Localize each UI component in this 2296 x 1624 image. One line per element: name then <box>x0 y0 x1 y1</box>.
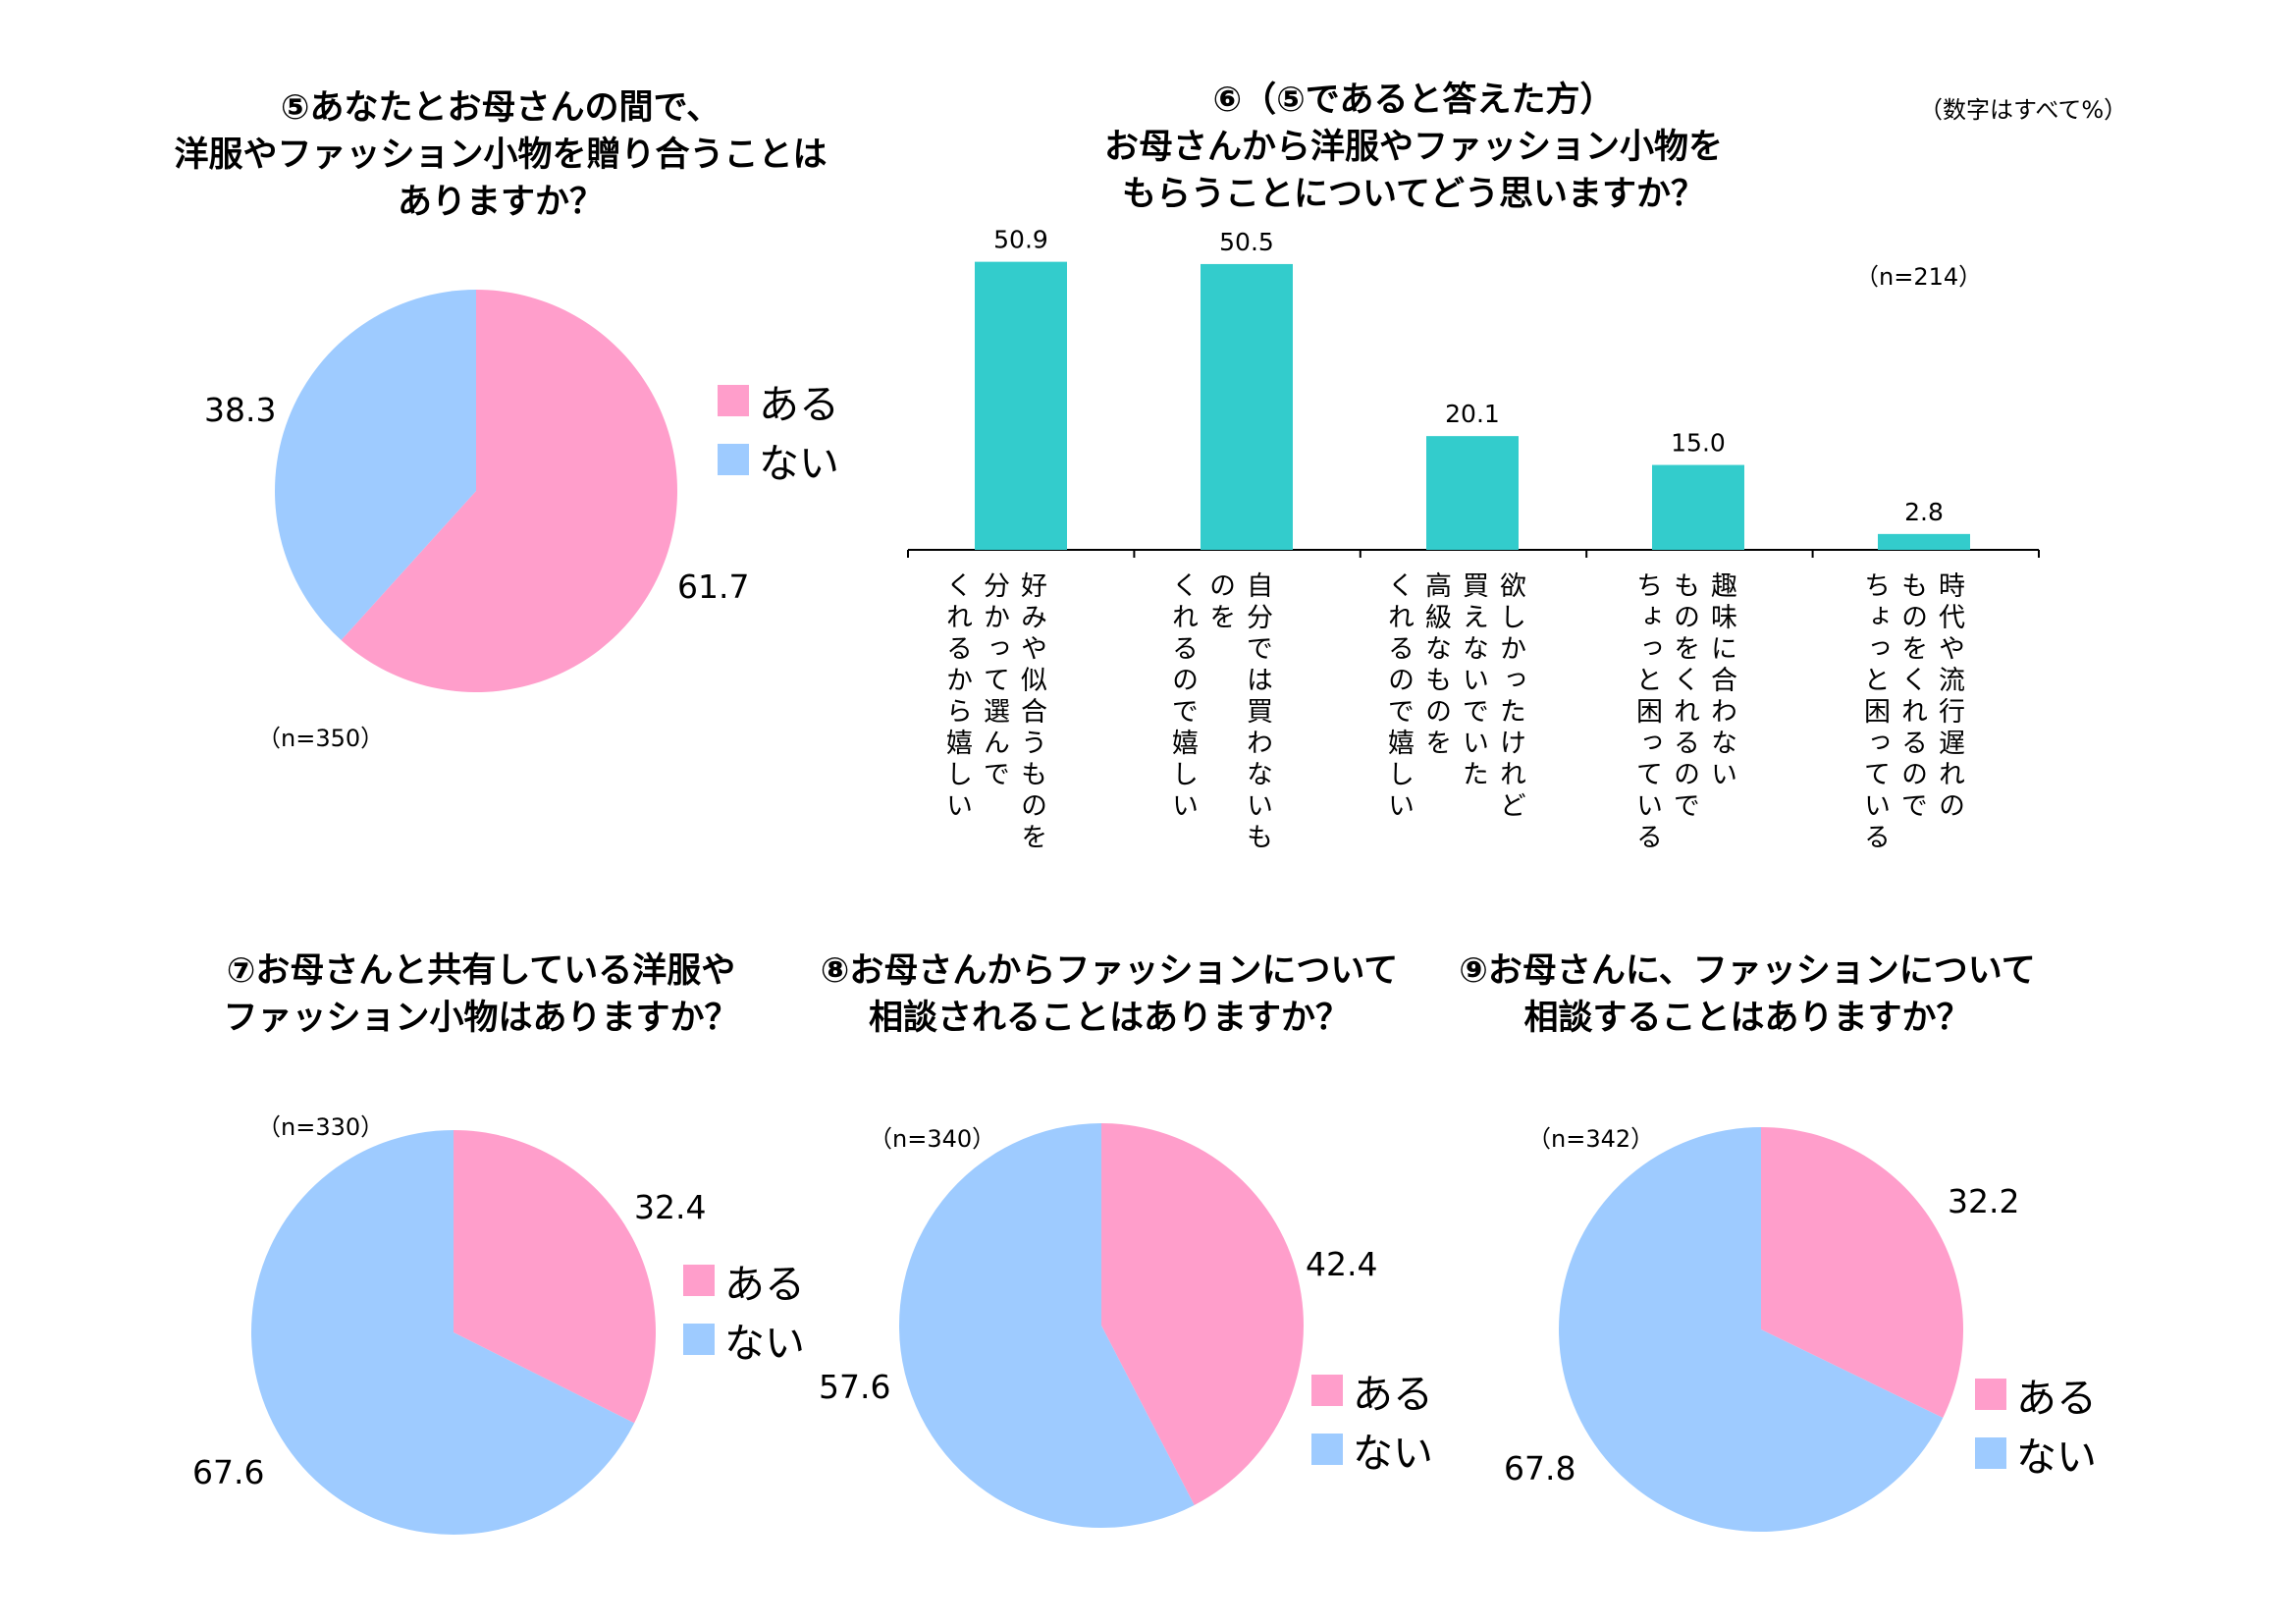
q6-bar-2 <box>1201 263 1293 550</box>
q6-category-label-3: 欲しかったけれど 買えないでいた 高級なものを くれるので嬉しい <box>1383 571 1525 823</box>
q6-bar-4 <box>1652 464 1744 550</box>
q6-bar-3 <box>1426 436 1519 550</box>
q9-legend: ある ない <box>1975 1365 2097 1483</box>
q8-value-nai: 57.6 <box>819 1368 891 1406</box>
q6-bar-5 <box>1878 533 1970 550</box>
q8-legend-aru: ある <box>1311 1361 1433 1420</box>
q9-title-line-2: 相談することはありますか？ <box>1523 999 1971 1038</box>
q8-title-line-2: 相談されることはありますか？ <box>868 999 1350 1038</box>
q6-bar-value-label-5: 2.8 <box>1904 498 1944 526</box>
q6-bar-1 <box>975 261 1067 550</box>
q5-slice-aru <box>341 290 678 693</box>
q9-legend-label-nai: ない <box>2016 1434 2097 1481</box>
unit-note: （数字はすべて%） <box>1919 96 2128 124</box>
q5-legend-aru: ある <box>718 371 839 430</box>
q7-n-label: （n=330） <box>257 1113 385 1141</box>
q7-title: ⑦お母さんと共有している洋服や ファッション小物はありますか？ <box>167 947 795 1042</box>
q7-legend-label-nai: ない <box>724 1320 805 1367</box>
q5-legend-label-aru: ある <box>759 381 839 428</box>
q6-bar-value-label-4: 15.0 <box>1671 429 1726 458</box>
q6-category-label-2: 自分では買わないも のを くれるので嬉しい <box>1167 571 1272 854</box>
q8-slice-nai <box>898 1123 1195 1528</box>
q6-title: ⑥（⑤であると答えた方） お母さんから洋服やファッション小物を もらうことについ… <box>1060 77 1767 218</box>
q7-legend-label-aru: ある <box>724 1261 805 1308</box>
q7-legend-swatch-aru <box>683 1265 715 1296</box>
q8-title: ⑧お母さんからファッションについて 相談されることはありますか？ <box>805 947 1414 1042</box>
q5-title: ⑤あなたとお母さんの間で、 洋服やファッション小物を贈り合うことは ありますか？ <box>128 84 874 226</box>
q6-category-label-4: 趣味に合わない ものをくれるので ちょっと困っている <box>1631 571 1736 854</box>
q5-legend: ある ない <box>718 371 839 489</box>
q5-title-line-3: ありますか？ <box>397 183 604 222</box>
q9-value-nai: 67.8 <box>1504 1449 1576 1488</box>
q6-title-line-2: お母さんから洋服やファッション小物を <box>1103 128 1723 167</box>
q8-legend-swatch-aru <box>1311 1375 1343 1406</box>
q6-bar-value-label-3: 20.1 <box>1445 400 1500 428</box>
q7-slice-aru <box>454 1130 656 1424</box>
q9-value-aru: 32.2 <box>1948 1182 2020 1220</box>
q8-value-aru: 42.4 <box>1306 1245 1378 1283</box>
q5-value-nai: 38.3 <box>204 391 277 429</box>
q9-n-label: （n=342） <box>1527 1125 1655 1153</box>
q7-title-line-1: ⑦お母さんと共有している洋服や <box>226 951 736 991</box>
q7-legend-nai: ない <box>683 1310 805 1369</box>
q7-legend: ある ない <box>683 1251 805 1369</box>
q5-n-label: （n=350） <box>257 725 385 752</box>
q7-slice-nai <box>251 1130 635 1535</box>
q8-title-line-1: ⑧お母さんからファッションについて <box>820 951 1399 991</box>
q5-legend-label-nai: ない <box>759 440 839 487</box>
q8-n-label: （n=340） <box>869 1125 996 1153</box>
q8-legend-label-nai: ない <box>1353 1430 1433 1477</box>
q8-legend: ある ない <box>1311 1361 1433 1479</box>
q6-title-line-1: ⑥（⑤であると答えた方） <box>1212 81 1615 120</box>
q6-category-label-1: 好みや似合うものを 分かって選んで くれるから嬉しい <box>941 571 1046 854</box>
q6-n-label: （n=214） <box>1855 263 1983 291</box>
q9-slice-aru <box>1761 1127 1963 1419</box>
q6-title-line-3: もらうことについてどう思いますか？ <box>1122 175 1705 214</box>
q9-legend-swatch-nai <box>1975 1437 2006 1469</box>
q5-legend-nai: ない <box>718 430 839 489</box>
q5-value-aru: 61.7 <box>677 568 750 606</box>
q9-legend-nai: ない <box>1975 1424 2097 1483</box>
q7-value-aru: 32.4 <box>634 1188 707 1226</box>
q5-title-line-2: 洋服やファッション小物を贈り合うことは <box>174 135 828 175</box>
q9-title-line-1: ⑨お母さんに、ファッションについて <box>1459 951 2036 991</box>
q8-legend-label-aru: ある <box>1353 1371 1433 1418</box>
q6-category-label-5: 時代や流行遅れの ものをくれるので ちょっと困っている <box>1859 571 1964 854</box>
q5-title-line-1: ⑤あなたとお母さんの間で、 <box>280 88 721 128</box>
q7-legend-swatch-nai <box>683 1324 715 1355</box>
q7-title-line-2: ファッション小物はありますか？ <box>223 999 739 1038</box>
q9-slice-nai <box>1558 1127 1944 1532</box>
q5-slice-nai <box>275 290 476 641</box>
q8-legend-swatch-nai <box>1311 1434 1343 1465</box>
q6-bar-value-label-1: 50.9 <box>993 226 1048 254</box>
q9-legend-aru: ある <box>1975 1365 2097 1424</box>
q7-legend-aru: ある <box>683 1251 805 1310</box>
q9-title: ⑨お母さんに、ファッションについて 相談することはありますか？ <box>1443 947 2052 1042</box>
q5-legend-swatch-nai <box>718 444 749 475</box>
q5-legend-swatch-aru <box>718 385 749 416</box>
q7-value-nai: 67.6 <box>192 1453 265 1491</box>
q9-legend-label-aru: ある <box>2016 1375 2097 1422</box>
q9-legend-swatch-aru <box>1975 1379 2006 1410</box>
q6-bar-value-label-2: 50.5 <box>1219 228 1274 256</box>
q8-legend-nai: ない <box>1311 1420 1433 1479</box>
q8-slice-aru <box>1101 1123 1304 1505</box>
